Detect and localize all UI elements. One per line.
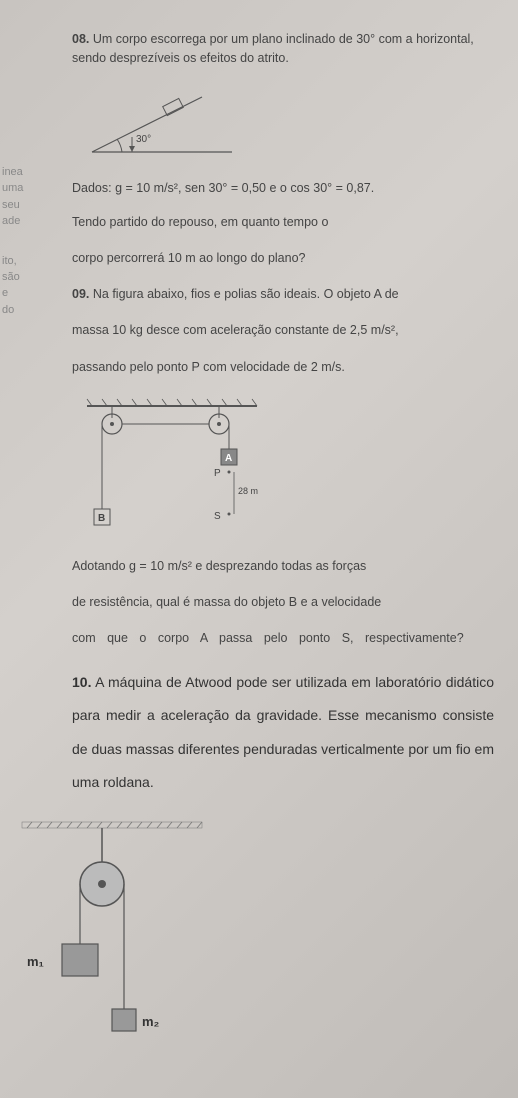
dist-label: 28 m xyxy=(238,486,258,496)
q08-header: 08. Um corpo escorrega por um plano incl… xyxy=(72,30,494,68)
q08-dados: Dados: g = 10 m/s², sen 30° = 0,50 e o c… xyxy=(72,181,494,195)
q09-diagram: A P 28 m S B xyxy=(82,394,494,539)
q09-after2: de resistência, qual é massa do objeto B… xyxy=(72,589,494,615)
q09-after1: Adotando g = 10 m/s² e desprezando todas… xyxy=(72,553,494,579)
q09-line2: massa 10 kg desce com aceleração constan… xyxy=(72,317,494,343)
q08-header-text: Um corpo escorrega por um plano inclinad… xyxy=(72,32,474,65)
m2-label: m₂ xyxy=(142,1014,160,1029)
q08-line2: corpo percorrerá 10 m ao longo do plano? xyxy=(72,245,494,271)
side-frag: seu xyxy=(2,198,23,213)
cropped-side-text: inea uma seu ade ito, são e do xyxy=(2,165,23,319)
q08-diagram: 30° xyxy=(82,82,494,167)
q08-num: 08. xyxy=(72,32,89,46)
side-frag: inea xyxy=(2,165,23,180)
q09-line3: passando pelo ponto P com velocidade de … xyxy=(72,354,494,380)
q09-num: 09. xyxy=(72,287,89,301)
q08-line1: Tendo partido do repouso, em quanto temp… xyxy=(72,209,494,235)
page-content: 08. Um corpo escorrega por um plano incl… xyxy=(0,0,518,1073)
q10-diagram: m₁ m₂ xyxy=(12,814,494,1039)
m1-label: m₁ xyxy=(27,954,44,969)
side-frag: ade xyxy=(2,214,23,229)
label-a: A xyxy=(225,453,232,464)
q09-after3: com que o corpo A passa pelo ponto S, re… xyxy=(72,625,494,651)
side-frag: e xyxy=(2,286,23,301)
side-frag: são xyxy=(2,270,23,285)
side-frag: do xyxy=(2,303,23,318)
label-p: P xyxy=(214,468,221,479)
q10-text: 10. A máquina de Atwood pode ser utiliza… xyxy=(72,666,494,800)
angle-label: 30° xyxy=(136,134,151,145)
label-s: S xyxy=(214,511,221,522)
q09-line1: 09. Na figura abaixo, fios e polias são … xyxy=(72,281,494,307)
side-frag: uma xyxy=(2,181,23,196)
side-frag: ito, xyxy=(2,254,23,269)
label-b: B xyxy=(98,513,105,524)
q10-num: 10. xyxy=(72,674,91,690)
